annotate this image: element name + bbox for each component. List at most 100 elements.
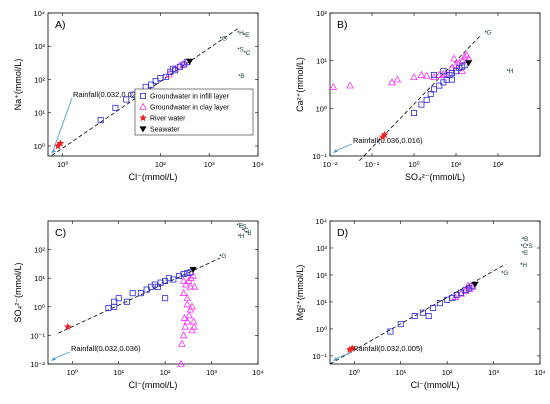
clay-layer-point (185, 311, 194, 319)
annotation-dot (220, 36, 222, 39)
y-tick-label: 10² (34, 246, 45, 255)
infill-layer-point (419, 309, 426, 316)
clay-layer-point (189, 317, 198, 325)
legend-entry: Seawater (150, 127, 180, 134)
plot-frame (329, 12, 541, 157)
annotation-label: G (222, 35, 227, 42)
river-water-point (54, 141, 62, 150)
infill-layer-point (97, 117, 104, 124)
infill-layer-point (431, 72, 438, 79)
annotation-label: H (522, 262, 527, 269)
infill-layer-point (148, 81, 155, 88)
legend-box (134, 88, 254, 136)
clay-layer-point (183, 317, 192, 325)
clay-layer-point (179, 288, 188, 296)
infill-layer-point (448, 70, 455, 77)
annotation-label: H (239, 30, 244, 37)
x-axis-label: Cl⁻(mmol/L) (411, 380, 460, 390)
seawater-point (465, 60, 473, 67)
y-tick-label: 10⁻² (30, 360, 45, 369)
x-tick-label: 10¹ (113, 368, 124, 377)
panel-label: B) (337, 19, 348, 31)
infill-layer-point (387, 328, 394, 335)
y-tick-label: 10⁻¹ (312, 152, 327, 161)
rainfall-arrow (334, 351, 353, 360)
clay-layer-point (189, 271, 197, 279)
annotation-label: E (245, 32, 250, 39)
infill-layer-point (462, 286, 469, 293)
panel-a: 10⁰ 10² 10³ 10⁴ 10⁰ 10¹ 10² 10³ 10⁴ Cl⁻(mmol/L) Na… (13, 9, 264, 182)
infill-layer-point (142, 83, 149, 90)
x-tick-label: 10⁴ (252, 368, 264, 377)
infill-layer-point (137, 290, 144, 297)
annotation-label: G (221, 253, 226, 260)
annotation-dot (244, 51, 246, 53)
legend-marker (139, 93, 146, 100)
clay-layer-point (430, 72, 438, 80)
y-tick-label: 10³ (316, 244, 327, 253)
y-tick-label: 10¹ (316, 57, 327, 66)
infill-layer-point (436, 82, 443, 89)
y-axis-label: Na⁺(mmol/L) (13, 59, 23, 111)
y-tick-label: 10⁻¹ (312, 352, 327, 361)
infill-layer-point (440, 68, 447, 75)
annotation-label: G (487, 30, 492, 37)
annotation-label: B (240, 73, 244, 80)
legend-entry: Groundwater in infill layer (150, 94, 230, 101)
y-tick-label: 10⁰ (34, 303, 45, 312)
x-tick-label: 10⁰ (57, 160, 68, 169)
annotation-label: C (246, 50, 251, 57)
clay-layer-point (346, 81, 354, 89)
infill-layer-point (461, 62, 468, 69)
x-tick-label: 10⁰ (408, 160, 419, 169)
clay-layer-point (190, 322, 198, 330)
infill-layer-point (410, 109, 417, 116)
x-tick-label: 10⁰ (67, 368, 78, 377)
infill-layer-point (162, 73, 169, 80)
clay-layer-point (329, 82, 338, 90)
y-tick-label: 10⁴ (315, 217, 327, 226)
y-tick-label: 10⁰ (34, 142, 45, 151)
infill-layer-point (184, 270, 191, 277)
annotation-dot (243, 33, 245, 35)
annotation-label: S (528, 243, 533, 250)
annotation-dot (520, 263, 523, 265)
clay-layer-point (180, 313, 189, 321)
x-tick-label: 10⁴ (252, 160, 264, 169)
seawater-point (186, 58, 194, 65)
infill-layer-point (165, 275, 172, 282)
infill-layer-point (452, 68, 459, 75)
rainfall-label: Rainfall(0.032,0.023) (73, 90, 143, 99)
x-tick-label: 10⁻¹ (365, 160, 380, 169)
y-tick-label: 10⁻¹ (30, 331, 45, 340)
clay-layer-point (183, 300, 192, 308)
river-water-point (63, 322, 72, 331)
clay-layer-point (188, 326, 196, 334)
annotation-label: C (244, 227, 249, 234)
infill-layer-point (430, 304, 437, 311)
clay-layer-point (450, 54, 458, 62)
plot-frame (47, 12, 259, 157)
y-tick-label: 10² (34, 75, 45, 84)
annotation-dot (520, 244, 523, 246)
annotation-dot (242, 228, 244, 231)
rainfall-label: Rainfall(0.032,0.036) (71, 344, 141, 353)
annotation-label: G (503, 270, 508, 277)
infill-layer-point (105, 305, 112, 312)
annotation-dot (526, 244, 529, 246)
panel-d: 10⁰ 10¹ 10² 10³ 10⁴ 10⁻¹ 10⁰ 10¹ 10² 10³ 10⁴ Cl⁻(mm… (295, 217, 546, 390)
annotation-dot (236, 223, 239, 226)
infill-layer-point (169, 65, 176, 72)
y-tick-label: 10¹ (316, 298, 327, 307)
y-tick-label: 10² (316, 271, 327, 280)
infill-layer-point (425, 313, 432, 320)
infill-layer-point (397, 321, 404, 328)
annotation-label: B (247, 230, 251, 237)
panel-label: A) (55, 19, 66, 31)
x-axis-label: Cl⁻(mmol/L) (129, 172, 178, 182)
y-tick-label: 10⁰ (316, 325, 327, 334)
rainfall-arrowhead (333, 149, 338, 153)
infill-layer-point (436, 300, 443, 307)
infill-layer-point (123, 96, 130, 103)
